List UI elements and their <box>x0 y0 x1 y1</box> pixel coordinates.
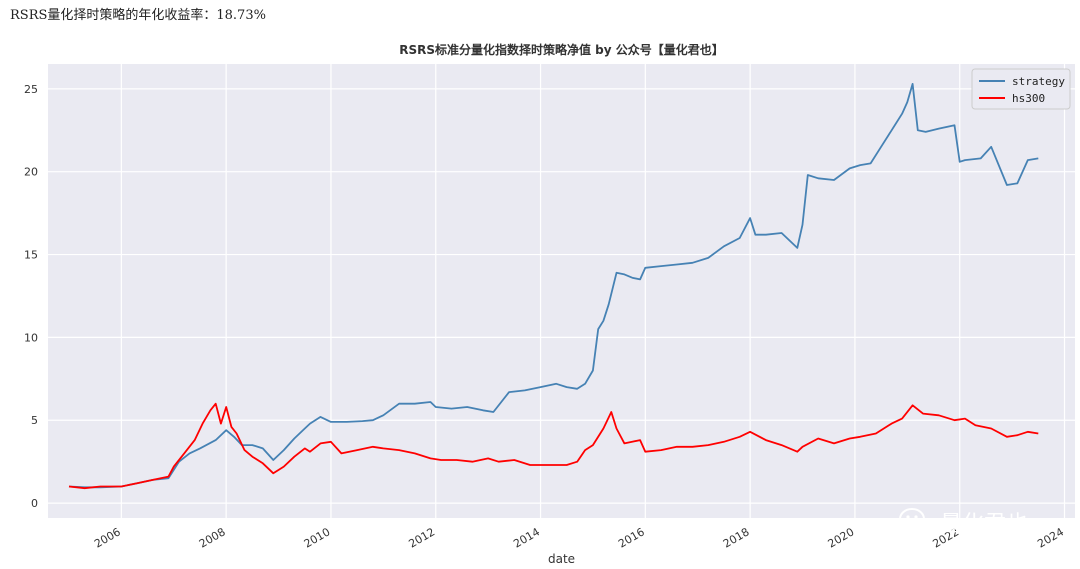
chart-title: RSRS标准分量化指数择时策略净值 by 公众号【量化君也】 <box>399 42 724 57</box>
plot-area <box>48 64 1075 518</box>
watermark: 量化君也 <box>899 508 1028 538</box>
y-tick-label: 20 <box>24 166 38 179</box>
x-tick-label: 2008 <box>197 525 228 550</box>
x-tick-label: 2016 <box>616 525 647 550</box>
page-header-text: RSRS量化择时策略的年化收益率：18.73% <box>10 8 266 23</box>
grid <box>48 64 1075 518</box>
x-tick-label: 2018 <box>721 525 752 550</box>
legend-label-strategy: strategy <box>1012 75 1065 88</box>
x-tick-label: 2024 <box>1035 525 1066 550</box>
x-tick-label: 2020 <box>826 525 857 550</box>
wechat-icon <box>899 508 936 538</box>
watermark-text: 量化君也 <box>940 512 1028 537</box>
y-tick-label: 15 <box>24 249 38 262</box>
legend: strategy hs300 <box>971 68 1071 110</box>
legend-label-hs300: hs300 <box>1012 92 1045 105</box>
series-line-strategy <box>68 83 1039 489</box>
x-tick-label: 2006 <box>92 525 123 550</box>
x-tick-label: 2014 <box>511 525 542 550</box>
x-tick-label: 2010 <box>302 525 333 550</box>
series-line-hs300 <box>68 402 1039 490</box>
series-layer <box>68 83 1039 490</box>
x-axis: 2006 2008 2010 2012 2014 2016 2018 2020 2022 2024 <box>92 525 1066 550</box>
y-tick-label: 10 <box>24 331 38 344</box>
x-tick-label: 2012 <box>406 525 437 550</box>
y-axis: 0 5 10 15 20 25 <box>24 83 38 510</box>
y-tick-label: 5 <box>31 414 38 427</box>
y-tick-label: 0 <box>31 497 38 510</box>
x-axis-title: date <box>548 552 575 566</box>
y-tick-label: 25 <box>24 83 38 96</box>
